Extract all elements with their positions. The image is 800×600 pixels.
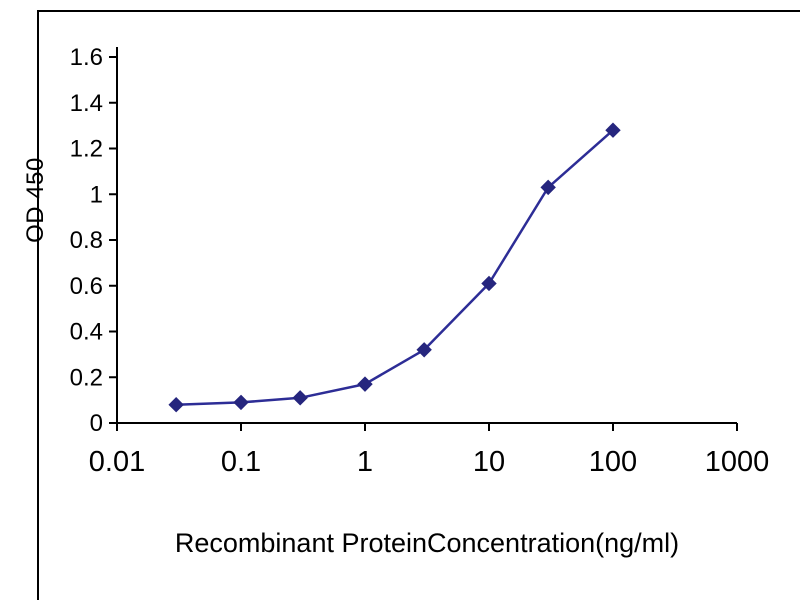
x-tick-label: 0.1: [221, 446, 261, 478]
data-point-marker: [168, 396, 184, 413]
x-tick-label: 1: [357, 446, 373, 478]
x-tick-label: 10: [473, 446, 505, 478]
data-point-marker: [481, 275, 497, 292]
y-tick-label: 0.8: [70, 227, 103, 254]
data-point-marker: [292, 390, 308, 406]
data-point-marker: [416, 342, 432, 358]
data-point-marker: [540, 179, 556, 196]
y-tick-label: 0: [90, 410, 103, 437]
data-point-marker: [357, 376, 373, 392]
y-tick-label: 1: [90, 181, 103, 208]
data-point-marker: [233, 394, 249, 411]
y-tick-label: 0.6: [70, 273, 103, 300]
x-tick-label: 100: [589, 446, 637, 478]
x-tick-label: 0.01: [89, 446, 145, 478]
data-point-marker: [605, 122, 621, 138]
x-tick-label: 1000: [705, 446, 770, 478]
y-tick-label: 1.2: [70, 136, 103, 163]
y-tick-label: 0.2: [70, 364, 103, 391]
y-tick-label: 1.4: [70, 90, 103, 117]
x-axis-title: Recombinant ProteinConcentration(ng/ml): [174, 528, 680, 558]
y-tick-label: 0.4: [70, 319, 103, 346]
data-line: [176, 129, 614, 406]
y-tick-label: 1.6: [70, 44, 103, 71]
